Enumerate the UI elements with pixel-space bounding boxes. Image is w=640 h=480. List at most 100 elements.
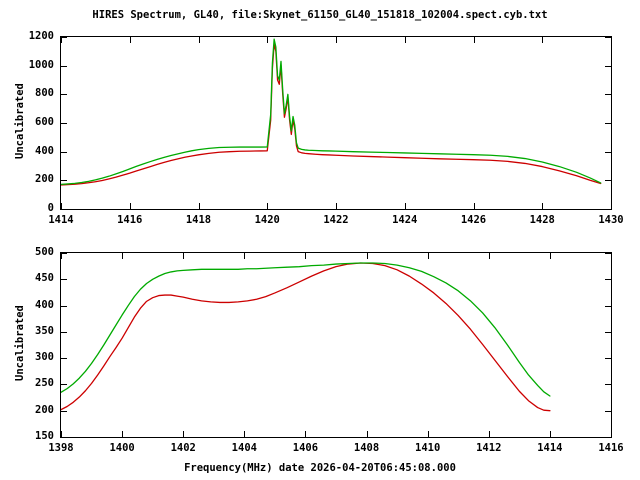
top-y-tick-mark — [605, 94, 611, 95]
series-yr2 — [61, 262, 551, 397]
bottom-x-tick-mark — [183, 253, 184, 259]
bottom-x-tick-mark — [61, 431, 62, 437]
bottom-y-tick-mark — [605, 253, 611, 254]
top-y-tick-label: 600 — [35, 116, 54, 128]
bottom-y-tick-label: 250 — [35, 377, 54, 390]
series-yr1 — [61, 38, 602, 185]
bottom-plot-frame — [60, 252, 612, 438]
bottom-y-tick-label: 500 — [35, 246, 54, 258]
bottom-x-tick-mark — [611, 431, 612, 437]
top-y-axis-title: Uncalibrated — [14, 83, 26, 159]
bottom-x-tick-label: 1406 — [292, 442, 319, 454]
top-y-tick-mark — [605, 180, 611, 181]
top-x-tick-label: 1418 — [185, 214, 212, 226]
bottom-x-tick-label: 1404 — [231, 442, 257, 454]
top-y-tick-mark — [61, 94, 67, 95]
top-y-tick-label: 0 — [47, 202, 54, 214]
bottom-y-tick-mark — [605, 279, 611, 280]
top-x-tick-mark — [336, 37, 337, 43]
bottom-x-tick-label: 1402 — [170, 442, 196, 454]
bottom-x-tick-mark — [550, 431, 551, 437]
top-x-tick-label: 1416 — [117, 214, 143, 226]
bottom-y-tick-mark — [61, 332, 67, 333]
bottom-y-tick-mark — [61, 279, 67, 280]
top-x-tick-mark — [611, 37, 612, 43]
bottom-y-tick-mark — [61, 306, 67, 307]
top-plot-curves — [61, 38, 602, 186]
bottom-x-tick-label: 1400 — [109, 442, 135, 454]
top-y-tick-mark — [61, 152, 67, 153]
bottom-x-tick-mark — [122, 253, 123, 259]
bottom-y-tick-label: 450 — [35, 272, 54, 285]
bottom-y-tick-mark — [605, 437, 611, 438]
bottom-y-tick-mark — [605, 332, 611, 333]
top-x-tick-mark — [267, 203, 268, 209]
bottom-y-tick-mark — [61, 253, 67, 254]
top-x-tick-mark — [474, 37, 475, 43]
top-x-tick-mark — [130, 37, 131, 43]
top-y-tick-mark — [605, 123, 611, 124]
bottom-y-tick-mark — [605, 384, 611, 385]
top-x-tick-mark — [405, 37, 406, 43]
series-xl2 — [61, 262, 551, 412]
bottom-x-tick-mark — [367, 253, 368, 259]
top-x-tick-label: 1420 — [254, 214, 280, 226]
bottom-y-tick-mark — [605, 411, 611, 412]
bottom-y-tick-mark — [61, 437, 67, 438]
top-x-tick-mark — [61, 203, 62, 209]
bottom-y-tick-mark — [61, 411, 67, 412]
bottom-y-tick-mark — [605, 306, 611, 307]
x-axis-title: Frequency(MHz) date 2026-04-20T06:45:08.… — [184, 462, 456, 474]
bottom-x-tick-mark — [183, 431, 184, 437]
top-x-tick-mark — [611, 203, 612, 209]
bottom-x-tick-mark — [489, 253, 490, 259]
bottom-x-tick-mark — [305, 431, 306, 437]
bottom-x-tick-label: 1408 — [353, 442, 380, 454]
top-x-tick-mark — [130, 203, 131, 209]
bottom-y-tick-mark — [61, 358, 67, 359]
top-y-tick-mark — [605, 66, 611, 67]
bottom-x-tick-mark — [122, 431, 123, 437]
top-y-tick-mark — [605, 152, 611, 153]
bottom-x-tick-mark — [428, 253, 429, 259]
top-y-tick-label: 1000 — [28, 58, 54, 71]
top-x-tick-mark — [336, 203, 337, 209]
top-y-tick-mark — [605, 209, 611, 210]
top-y-tick-label: 1200 — [28, 30, 54, 42]
bottom-y-tick-label: 300 — [35, 351, 54, 364]
bottom-y-tick-label: 350 — [35, 324, 54, 337]
top-x-tick-mark — [542, 37, 543, 43]
top-x-tick-mark — [542, 203, 543, 209]
bottom-x-tick-mark — [61, 253, 62, 259]
bottom-x-tick-label: 1412 — [476, 442, 502, 454]
top-x-tick-mark — [474, 203, 475, 209]
bottom-y-axis-title: Uncalibrated — [14, 305, 26, 381]
top-x-tick-label: 1426 — [460, 214, 487, 226]
top-plot-frame — [60, 36, 612, 210]
top-y-tick-mark — [61, 180, 67, 181]
bottom-plot-curves — [61, 262, 551, 412]
bottom-x-tick-label: 1398 — [48, 442, 74, 454]
bottom-x-tick-mark — [244, 431, 245, 437]
top-y-tick-label: 800 — [35, 87, 54, 100]
top-x-tick-label: 1430 — [598, 214, 624, 226]
top-x-tick-label: 1422 — [323, 214, 349, 226]
top-x-tick-label: 1424 — [392, 214, 418, 226]
bottom-x-tick-mark — [489, 431, 490, 437]
bottom-x-tick-label: 1410 — [415, 442, 441, 454]
bottom-x-tick-mark — [244, 253, 245, 259]
bottom-x-tick-label: 1416 — [598, 442, 624, 454]
bottom-x-tick-mark — [305, 253, 306, 259]
top-y-tick-mark — [61, 209, 67, 210]
bottom-x-tick-label: 1414 — [537, 442, 563, 454]
bottom-y-tick-mark — [605, 358, 611, 359]
top-y-tick-label: 200 — [35, 173, 54, 186]
top-y-tick-mark — [605, 37, 611, 38]
top-x-tick-label: 1428 — [529, 214, 555, 226]
top-x-tick-mark — [61, 37, 62, 43]
top-x-tick-mark — [199, 203, 200, 209]
top-x-tick-label: 1414 — [48, 214, 74, 226]
top-y-tick-mark — [61, 37, 67, 38]
bottom-y-tick-label: 200 — [35, 403, 54, 416]
bottom-x-tick-mark — [611, 253, 612, 259]
